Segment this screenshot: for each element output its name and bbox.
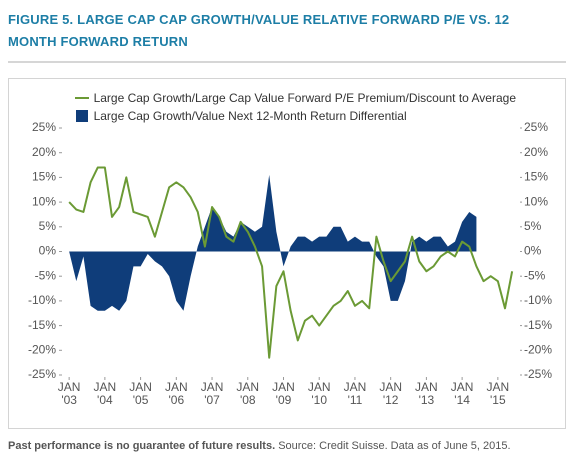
x-tick-label: JAN '15 (486, 380, 510, 407)
x-tick-label: JAN '04 (93, 380, 117, 407)
x-tick-label: JAN '14 (450, 380, 474, 407)
chart-frame (8, 78, 566, 429)
y2-tick-label: 25% (524, 120, 548, 134)
y-tick-label: 15% (32, 170, 56, 184)
x-tick-label: JAN '12 (379, 380, 402, 407)
line (68, 166, 514, 359)
y2-tick-label: -5% (524, 268, 546, 282)
x-tick-label: JAN '07 (200, 380, 224, 407)
footnote-source: Source: Credit Suisse. Data as of June 5… (278, 440, 511, 452)
x-tick-label: JAN '05 (129, 380, 152, 407)
footnote-bold: Past performance is no guarantee of futu… (8, 440, 276, 452)
y-tick-label: -5% (35, 268, 57, 282)
x-tick-label: JAN '03 (57, 380, 81, 407)
x-tick-label: JAN '10 (307, 380, 331, 407)
legend: Large Cap Growth/Large Cap Value Forward… (74, 89, 516, 125)
y-tick-label: -25% (28, 367, 56, 381)
footnote: Past performance is no guarantee of futu… (8, 440, 511, 452)
legend-label: Large Cap Growth/Large Cap Value Forward… (93, 91, 516, 105)
y2-tick-label: 0% (524, 244, 542, 258)
y-tick-label: 10% (32, 194, 56, 208)
y2-tick-label: 10% (524, 194, 548, 208)
legend-box (75, 110, 88, 122)
chart-title: FIGURE 5. LARGE CAP CAP GROWTH/VALUE REL… (8, 12, 510, 49)
y2-tick-label: -15% (524, 318, 552, 332)
y2-tick-label: -25% (524, 367, 552, 381)
y-tick-label: -20% (28, 342, 56, 356)
x-tick-label: JAN '08 (236, 380, 260, 407)
y2-tick-label: -20% (524, 342, 552, 356)
x-tick-label: JAN '13 (415, 380, 438, 407)
y2-tick-label: 5% (524, 219, 542, 233)
y2-tick-label: 15% (524, 170, 548, 184)
area (69, 174, 477, 311)
y-tick-label: -10% (28, 293, 56, 307)
y-tick-label: -15% (28, 318, 56, 332)
legend-label: Large Cap Growth/Value Next 12-Month Ret… (93, 109, 407, 123)
y2-tick-label: -10% (524, 293, 552, 307)
legend-swatch (74, 97, 89, 99)
x-tick-label: JAN '11 (343, 380, 367, 407)
x-tick-label: JAN '09 (272, 380, 295, 407)
y-tick-label: 0% (39, 244, 57, 258)
y-tick-label: 20% (32, 145, 56, 159)
legend-item: Large Cap Growth/Value Next 12-Month Ret… (74, 107, 516, 125)
legend-swatch (75, 110, 88, 122)
x-tick-label: JAN '06 (164, 380, 188, 407)
y2-tick-label: 20% (524, 145, 548, 159)
y-tick-label: 5% (39, 219, 57, 233)
legend-item: Large Cap Growth/Large Cap Value Forward… (74, 89, 516, 107)
y-tick-label: 25% (32, 120, 56, 134)
